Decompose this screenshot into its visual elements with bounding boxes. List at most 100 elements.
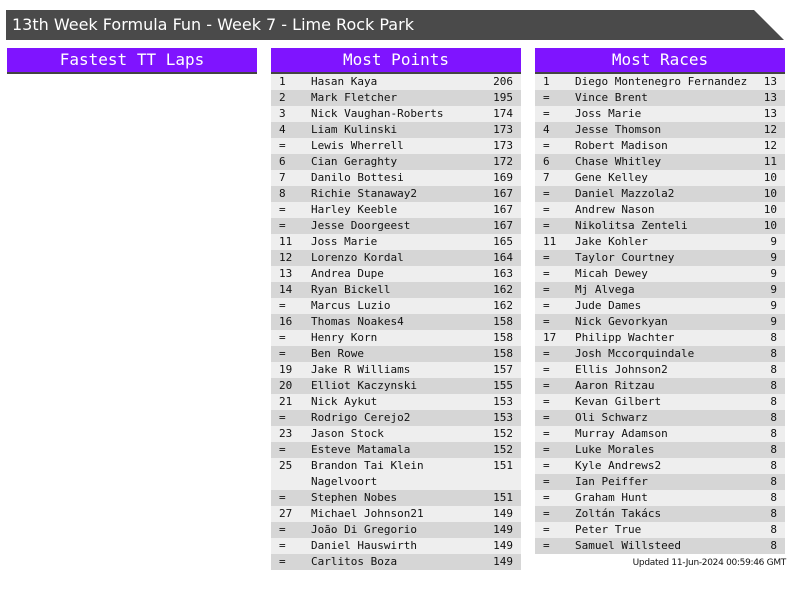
name-cell: Esteve Matamala <box>311 443 411 456</box>
name-cell: Jude Dames <box>575 299 642 312</box>
table-row: = Josh Mccorquindale 8 <box>535 346 785 362</box>
table-row: = Peter True 8 <box>535 522 785 538</box>
value-cell: 13 <box>763 75 777 88</box>
value-cell: 9 <box>770 299 777 312</box>
value-cell: 8 <box>770 395 777 408</box>
name-cell: Richie Stanaway2 <box>311 187 417 200</box>
table-row: = Harley Keeble 167 <box>271 202 521 218</box>
value-cell: 149 <box>493 507 513 520</box>
most-races-heading: Most Races <box>535 48 785 74</box>
rank-cell: = <box>543 491 550 504</box>
value-cell: 152 <box>493 443 513 456</box>
value-cell: 172 <box>493 155 513 168</box>
table-row: = Daniel Hauswirth 149 <box>271 538 521 554</box>
table-row: = Luke Morales 8 <box>535 442 785 458</box>
table-row: = Kevan Gilbert 8 <box>535 394 785 410</box>
rank-cell: = <box>543 139 550 152</box>
name-cell: Daniel Hauswirth <box>311 539 417 552</box>
rank-cell: = <box>279 219 286 232</box>
rank-cell: 7 <box>279 171 286 184</box>
table-row: = Taylor Courtney 9 <box>535 250 785 266</box>
value-cell: 13 <box>763 107 777 120</box>
page-title: 13th Week Formula Fun - Week 7 - Lime Ro… <box>12 15 414 34</box>
table-row: = Nikolitsa Zenteli 10 <box>535 218 785 234</box>
value-cell: 8 <box>770 443 777 456</box>
table-row: = Micah Dewey 9 <box>535 266 785 282</box>
rank-cell: = <box>543 347 550 360</box>
rank-cell: = <box>543 107 550 120</box>
name-cell: Vince Brent <box>575 91 648 104</box>
value-cell: 8 <box>770 363 777 376</box>
value-cell: 153 <box>493 411 513 424</box>
table-row: = Stephen Nobes 151 <box>271 490 521 506</box>
rank-cell: = <box>279 203 286 216</box>
rank-cell: 8 <box>279 187 286 200</box>
rank-cell: = <box>543 283 550 296</box>
name-cell: Joss Marie <box>575 107 642 120</box>
most-points-panel: Most Points 1 Hasan Kaya 206 2 Mark Fletcher… <box>271 48 521 570</box>
table-row: 1 Hasan Kaya 206 <box>271 74 521 90</box>
table-row: = Andrew Nason 10 <box>535 202 785 218</box>
rank-cell: 19 <box>279 363 293 376</box>
name-cell: Ben Rowe <box>311 347 364 360</box>
rank-cell: = <box>279 347 286 360</box>
rank-cell: = <box>543 187 550 200</box>
most-races-rows: 1 Diego Montenegro Fernandez 13 = Vince Bren… <box>535 74 785 554</box>
value-cell: 10 <box>763 203 777 216</box>
rank-cell: 1 <box>279 75 286 88</box>
rank-cell: 6 <box>543 155 550 168</box>
name-cell: Aaron Ritzau <box>575 379 655 392</box>
rank-cell: 4 <box>543 123 550 136</box>
value-cell: 151 <box>493 459 513 472</box>
value-cell: 162 <box>493 283 513 296</box>
table-row: 7 Danilo Bottesi 169 <box>271 170 521 186</box>
name-cell: Oli Schwarz <box>575 411 648 424</box>
table-row: 19 Jake R Williams 157 <box>271 362 521 378</box>
rank-cell: = <box>543 475 550 488</box>
value-cell: 8 <box>770 475 777 488</box>
rank-cell: 17 <box>543 331 557 344</box>
name-cell: Cian Geraghty <box>311 155 398 168</box>
rank-cell: = <box>543 411 550 424</box>
name-cell: Kyle Andrews2 <box>575 459 662 472</box>
name-cell: Luke Morales <box>575 443 655 456</box>
value-cell: 174 <box>493 107 513 120</box>
name-cell: Josh Mccorquindale <box>575 347 695 360</box>
rank-cell: = <box>543 459 550 472</box>
rank-cell: = <box>279 139 286 152</box>
name-cell: Philipp Wachter <box>575 331 675 344</box>
value-cell: 162 <box>493 299 513 312</box>
value-cell: 155 <box>493 379 513 392</box>
value-cell: 167 <box>493 219 513 232</box>
name-cell: Thomas Noakes4 <box>311 315 404 328</box>
table-row: 12 Lorenzo Kordal 164 <box>271 250 521 266</box>
value-cell: 164 <box>493 251 513 264</box>
name-cell: Samuel Willsteed <box>575 539 681 552</box>
table-row: = Nick Gevorkyan 9 <box>535 314 785 330</box>
value-cell: 153 <box>493 395 513 408</box>
name-cell: Jesse Thomson <box>575 123 662 136</box>
table-row: 11 Jake Kohler 9 <box>535 234 785 250</box>
table-row: 3 Nick Vaughan-Roberts 174 <box>271 106 521 122</box>
rank-cell: = <box>543 443 550 456</box>
name-cell: Hasan Kaya <box>311 75 378 88</box>
name-cell: Nick Vaughan-Roberts <box>311 107 444 120</box>
value-cell: 152 <box>493 427 513 440</box>
table-row: 6 Cian Geraghty 172 <box>271 154 521 170</box>
rank-cell: = <box>279 523 286 536</box>
name-cell: Nikolitsa Zenteli <box>575 219 688 232</box>
table-row: 21 Nick Aykut 153 <box>271 394 521 410</box>
table-row: = Marcus Luzio 162 <box>271 298 521 314</box>
name-cell: Ryan Bickell <box>311 283 391 296</box>
rank-cell: = <box>543 267 550 280</box>
name-cell: Andrea Dupe <box>311 267 384 280</box>
rank-cell: 4 <box>279 123 286 136</box>
rank-cell: 25 <box>279 459 293 472</box>
value-cell: 195 <box>493 91 513 104</box>
title-bar: 13th Week Formula Fun - Week 7 - Lime Ro… <box>6 10 784 40</box>
rank-cell: 3 <box>279 107 286 120</box>
table-row: = Daniel Mazzola2 10 <box>535 186 785 202</box>
name-cell: Ellis Johnson2 <box>575 363 668 376</box>
table-row: 8 Richie Stanaway2 167 <box>271 186 521 202</box>
value-cell: 9 <box>770 267 777 280</box>
